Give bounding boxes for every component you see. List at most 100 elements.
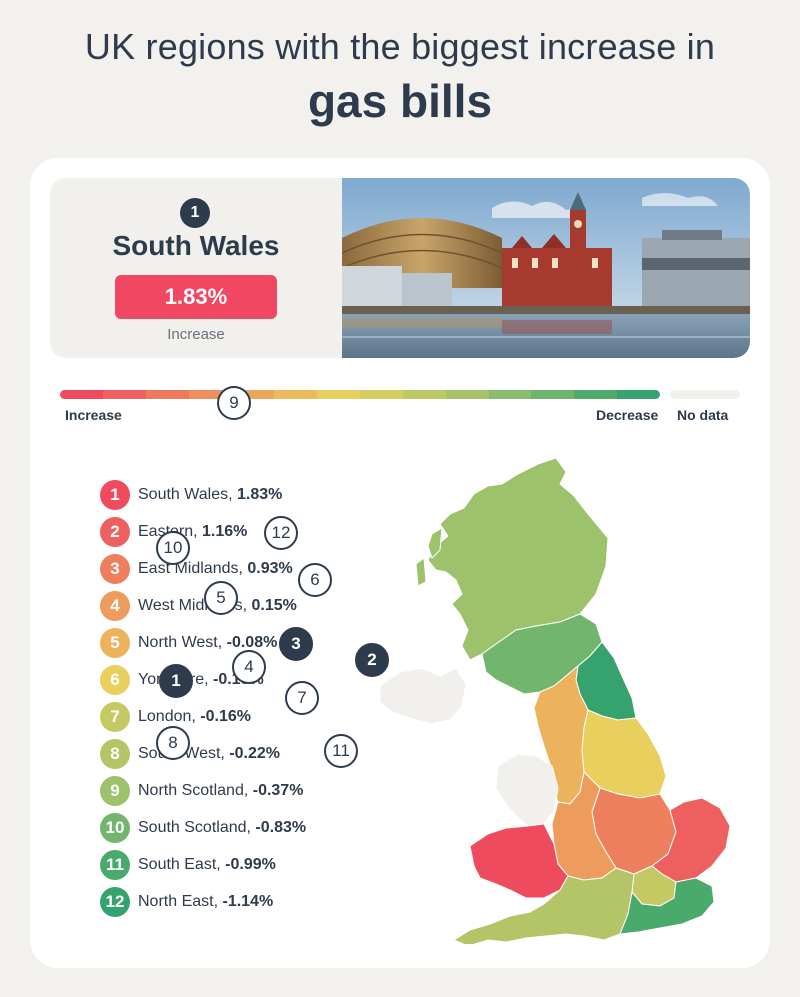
map-marker-7: 7 — [285, 681, 319, 715]
legend-increase-label: Increase — [65, 407, 122, 423]
ranking-region: South Wales, — [138, 486, 238, 503]
ranking-item: 12 North East, -1.14% — [100, 887, 273, 917]
infographic-card: 1 South Wales 1.83% Increase — [30, 158, 770, 968]
ranking-value: -0.16% — [200, 708, 251, 725]
ranking-item: 9 North Scotland, -0.37% — [100, 776, 303, 806]
color-scale-step — [574, 390, 618, 399]
region-south-east — [619, 877, 715, 935]
legend-nodata-label: No data — [677, 407, 729, 423]
ranking-item: 5 North West, -0.08% — [100, 628, 277, 658]
color-scale-step — [231, 390, 275, 399]
ranking-value: -1.14% — [222, 893, 274, 910]
ranking-value: 0.15% — [251, 597, 297, 614]
color-scale-step — [360, 390, 403, 399]
title-line-1: UK regions with the biggest increase in — [84, 26, 716, 67]
ranking-value: 1.83% — [237, 486, 283, 503]
highlight-caption: Increase — [167, 326, 225, 343]
uk-map: 9 12 10 6 5 3 2 4 1 7 8 11 — [156, 386, 750, 947]
region-north-wales — [495, 753, 559, 827]
color-scale-step — [60, 390, 103, 399]
ranking-region: North Scotland, — [138, 782, 253, 799]
ranking-label: South Wales, 1.83% — [138, 486, 282, 504]
title-line-2: gas bills — [307, 75, 493, 127]
ranking-label: North West, -0.08% — [138, 634, 277, 652]
region-north-scotland-isles-2 — [415, 557, 427, 587]
ranking-label: South East, -0.99% — [138, 856, 276, 874]
color-scale-step — [617, 390, 660, 399]
ranking-number-badge: 11 — [100, 850, 130, 880]
ranking-label: North Scotland, -0.37% — [138, 782, 303, 800]
ranking-number-badge: 10 — [100, 813, 130, 843]
map-marker-8: 8 — [156, 726, 190, 760]
ranking-item: 1 South Wales, 1.83% — [100, 480, 282, 510]
ranking-number-badge: 5 — [100, 628, 130, 658]
map-marker-5: 5 — [204, 581, 238, 615]
ranking-item: 4 West Midlands, 0.15% — [100, 591, 297, 621]
ranking-region: North West, — [138, 634, 227, 651]
ranking-region: North East, — [138, 893, 223, 910]
ranking-value: -0.22% — [229, 745, 281, 762]
region-northern-ireland — [379, 667, 467, 725]
ranking-item: 8South West, -0.22% — [100, 739, 280, 769]
ranking-value: -0.37% — [252, 782, 304, 799]
ranking-value: -0.83% — [255, 819, 307, 836]
ranking-number-badge: 1 — [100, 480, 130, 510]
page-title: UK regions with the biggest increase in … — [0, 26, 800, 128]
cardiff-bay-illustration — [342, 178, 750, 358]
cardiff-bay-photo — [342, 178, 750, 358]
ranking-region: East Midlands, — [138, 560, 248, 577]
color-scale-step — [488, 390, 532, 399]
color-scale-step — [317, 390, 361, 399]
map-marker-1: 1 — [159, 664, 193, 698]
color-scale-step — [145, 390, 189, 399]
ranking-number-badge: 8 — [100, 739, 130, 769]
map-marker-12: 12 — [264, 516, 298, 550]
ranking-value: 1.16% — [202, 523, 248, 540]
ranking-item: 10 South Scotland, -0.83% — [100, 813, 306, 843]
no-data-swatch — [670, 390, 740, 399]
ranking-number-badge: 7 — [100, 702, 130, 732]
ranking-region: London, — [138, 708, 201, 725]
map-marker-9: 9 — [217, 386, 251, 420]
color-scale-step — [445, 390, 489, 399]
highlight-info: 1 South Wales 1.83% Increase — [50, 178, 342, 358]
ranking-number-badge: 12 — [100, 887, 130, 917]
map-marker-10: 10 — [156, 531, 190, 565]
ranking-value: 0.93% — [247, 560, 293, 577]
ranking-label: North East, -1.14% — [138, 893, 273, 911]
highlight-region-name: South Wales — [112, 230, 280, 261]
highlight-rank-badge: 1 — [180, 198, 210, 228]
highlight-panel: 1 South Wales 1.83% Increase — [50, 178, 750, 358]
ranking-number-badge: 3 — [100, 554, 130, 584]
color-scale-step — [402, 390, 446, 399]
uk-map-svg — [379, 457, 731, 947]
map-marker-4: 4 — [232, 650, 266, 684]
legend-decrease-label: Decrease — [596, 407, 659, 423]
color-scale-step — [274, 390, 318, 399]
ranking-item: 7 London, -0.16% — [100, 702, 251, 732]
region-north-scotland — [427, 457, 609, 661]
map-marker-2: 2 — [355, 643, 389, 677]
color-scale-bar — [60, 390, 660, 399]
map-marker-6: 6 — [298, 563, 332, 597]
ranking-number-badge: 2 — [100, 517, 130, 547]
map-marker-3: 3 — [279, 627, 313, 661]
map-marker-11: 11 — [324, 734, 358, 768]
ranking-number-badge: 9 — [100, 776, 130, 806]
color-scale-step — [531, 390, 575, 399]
ranking-label: London, -0.16% — [138, 708, 251, 726]
region-south-west — [452, 867, 635, 947]
region-north-scotland-isles — [427, 527, 443, 559]
ranking-label: East Midlands, 0.93% — [138, 560, 293, 578]
ranking-value: -0.99% — [225, 856, 276, 873]
ranking-item: 3 East Midlands, 0.93% — [100, 554, 293, 584]
color-scale-step — [188, 390, 232, 399]
ranking-item: 11 South East, -0.99% — [100, 850, 276, 880]
ranking-number-badge: 6 — [100, 665, 130, 695]
highlight-value-badge: 1.83% — [115, 275, 277, 319]
ranking-number-badge: 4 — [100, 591, 130, 621]
ranking-value: -0.08% — [226, 634, 278, 651]
ranking-label: Eastern, 1.16% — [138, 523, 247, 541]
color-scale-step — [102, 390, 146, 399]
region-eastern — [651, 797, 731, 883]
